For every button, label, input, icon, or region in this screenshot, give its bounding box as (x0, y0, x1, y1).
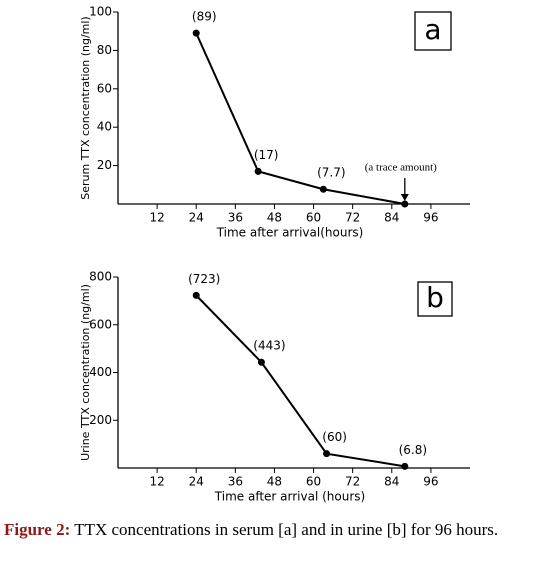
figure: 20 40 60 80 100 12 24 36 48 60 72 84 96 Time after ar… (79, 5, 470, 504)
x-tick-label: 96 (423, 211, 438, 225)
point (401, 200, 409, 208)
data-label: (6.8) (399, 443, 427, 457)
x-tick-label: 60 (306, 211, 321, 225)
x-tick-label: 72 (345, 211, 360, 225)
x-tick-label: 72 (345, 475, 360, 489)
data-label: (17) (254, 148, 279, 162)
y-tick-label: 800 (89, 270, 112, 284)
y-tick-label: 400 (89, 365, 112, 379)
x-tick-label: 36 (228, 475, 243, 489)
arrow-head (400, 194, 409, 201)
y-tick-label: 200 (89, 413, 112, 427)
x-axis-title: Time after arrival(hours) (216, 226, 364, 240)
panel-box (417, 281, 453, 317)
caption-label: Figure 2: (4, 520, 71, 539)
x-tick-label: 24 (189, 211, 204, 225)
y-tick-label: 100 (89, 5, 112, 19)
data-label: (443) (253, 339, 285, 353)
x-tick-label: 48 (267, 475, 282, 489)
caption-text: TTX concentrations in serum [a] and in u… (74, 520, 499, 539)
line (195, 294, 405, 468)
x-tick-label: 12 (149, 211, 164, 225)
x-tick-label: 96 (423, 475, 438, 489)
point (254, 167, 262, 175)
point (319, 185, 327, 193)
y-tick-label: 600 (89, 317, 112, 331)
point (192, 291, 200, 299)
y-tick-label: 40 (97, 120, 112, 134)
data-label: (60) (322, 430, 347, 444)
y-axis-title: Urine TTX concentration (ng/ml) (79, 284, 92, 461)
point (257, 358, 265, 366)
y-axis-title: Serum TTX concentration (ng/ml) (79, 16, 92, 199)
caption: Figure 2: TTX concentrations in serum [a… (4, 518, 538, 542)
x-tick-label: 12 (149, 475, 164, 489)
x-tick-label: 60 (306, 475, 321, 489)
data-label: (7.7) (317, 166, 345, 180)
line (195, 32, 405, 205)
x-tick-label: 48 (267, 211, 282, 225)
panel-label: a (424, 13, 441, 46)
point (401, 462, 409, 470)
x-tick-label: 84 (384, 475, 399, 489)
panel-label: b (426, 281, 444, 314)
point (323, 450, 331, 458)
y-tick-label: 80 (97, 43, 112, 57)
x-tick-label: 24 (189, 475, 204, 489)
data-label: (a trace amount) (365, 162, 437, 174)
panel-box (414, 11, 452, 51)
point (192, 29, 200, 37)
y-tick-label: 20 (97, 158, 112, 172)
data-label: (89) (192, 10, 217, 24)
data-label: (723) (188, 272, 220, 286)
x-axis-title: Time after arrival (hours) (214, 490, 365, 504)
x-tick-label: 36 (228, 211, 243, 225)
y-tick-label: 60 (97, 81, 112, 95)
x-tick-label: 84 (384, 211, 399, 225)
